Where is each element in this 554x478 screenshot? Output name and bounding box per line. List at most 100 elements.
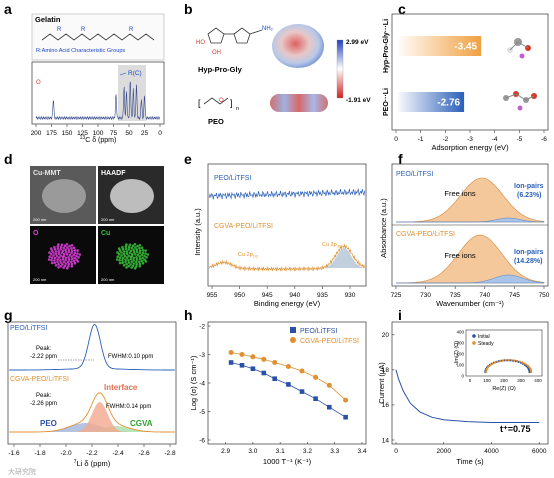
svg-text:O: O (219, 98, 224, 104)
d-map-dot (132, 262, 136, 265)
d-tile-label: Cu (101, 230, 110, 237)
g-x-tick-label: -2.0 (60, 450, 72, 457)
d-map-dot (57, 250, 61, 253)
d-map-dot (59, 261, 63, 264)
panel-h-yticks: -2 -3 -4 -5 -6 (199, 323, 211, 444)
d-map-dot (49, 247, 53, 250)
d-map-dot (118, 261, 122, 265)
d-map-dot (75, 254, 78, 258)
d-map-dot (128, 251, 132, 255)
a-x-tick-label: 0 (158, 130, 162, 137)
d-map-dot (64, 262, 68, 265)
i-inset-point (486, 366, 489, 369)
r-group-3: R (129, 27, 134, 33)
e-x-tick-label: 930 (345, 292, 356, 299)
g-peak2-value: -2.26 ppm (30, 401, 57, 407)
c-bar-value: -3.45 (454, 42, 477, 53)
d-map-dot (49, 253, 53, 256)
r-group-2: R (81, 27, 86, 33)
peo-n: n (236, 106, 239, 112)
esp-surface-peo (270, 94, 328, 112)
esp-max: 2.99 eV (346, 39, 369, 46)
panel-i-ylabel: Current (μA) (377, 362, 386, 404)
a-x-tick-label: 25 (141, 130, 149, 137)
d-map-dot (53, 248, 57, 251)
d-map-dot (141, 249, 145, 252)
d-map-dot (125, 266, 128, 269)
d-map-dot (125, 252, 129, 255)
d-map-dot (131, 264, 135, 268)
i-inset-x-tick-label: 100 (483, 378, 491, 383)
c-bar (396, 36, 482, 56)
i-x-tick-label: 0 (394, 448, 398, 455)
i-inset-point (518, 360, 522, 363)
panel-f-letter: f (398, 151, 403, 167)
panel-f: f Absorbance (a.u.) PEO/LiTFSI CGVA-PEO/… (379, 151, 550, 308)
panel-a-xticks: 200 175 150 125 100 75 50 25 0 (31, 124, 162, 137)
panel-e-axes (207, 163, 367, 287)
d-map-dot (135, 258, 139, 261)
d-map-dot (129, 263, 132, 266)
d-map-dot (57, 263, 60, 266)
c-x-tick-label: -3 (467, 136, 473, 143)
d-tile-scale: 200 nm (33, 277, 47, 282)
hyp-ring (207, 27, 225, 44)
d-map-dot (48, 255, 51, 258)
d-map-dot (123, 254, 127, 258)
h-x-tick-label: 3.2 (303, 448, 312, 455)
c-bar-category: PEO···Li (383, 88, 390, 116)
d-map-dot (66, 246, 69, 249)
i-inset-point (529, 369, 533, 372)
i-inset-point (499, 359, 502, 363)
h-y-tick-label: -4 (199, 380, 205, 387)
d-map-dot (130, 252, 134, 256)
h-y-tick-label: -5 (199, 409, 205, 416)
panel-c-xlabel: Adsorption energy (eV) (431, 143, 509, 152)
i-inset-x-tick-label: 400 (534, 378, 542, 383)
d-map-dot (124, 245, 128, 248)
d-map-dot (76, 260, 80, 263)
i-inset-legend-steady: Steady (478, 341, 494, 347)
c-x-tick-label: -1 (418, 136, 424, 143)
i-inset-y-tick-label: 400 (456, 330, 464, 335)
d-map-dot (143, 258, 146, 261)
h-point (261, 370, 267, 376)
e-peak2-label: Cu 2p3/2 (322, 242, 343, 249)
panel-e-xlabel: Binding energy (eV) (254, 299, 321, 308)
h-y-tick-label: -6 (199, 437, 205, 444)
d-map-dot (59, 254, 62, 257)
panel-i-xlabel: Time (s) (456, 457, 484, 466)
h-point (272, 376, 277, 381)
panel-b: b NH₂ HO OH Hyp-Pro-Gly [ O ] n PEO (184, 1, 371, 126)
d-map-dot (131, 244, 135, 248)
c-molecule-hyp (507, 38, 531, 59)
h-legend-cgva: CGVA-PEO/LiTFSI (300, 338, 359, 345)
h-point (343, 397, 349, 403)
a-x-tick-label: 125 (77, 130, 88, 137)
c-molecule-peo (503, 91, 537, 111)
d-map-dot (75, 258, 78, 261)
d-map-dot (144, 249, 147, 252)
a-x-tick-label: 75 (110, 130, 118, 137)
c-bar-value: -2.76 (437, 98, 460, 109)
a-x-tick-label: 50 (125, 130, 133, 137)
d-map-dot (73, 256, 76, 260)
d-map-dot (62, 260, 66, 264)
d-map-dot (77, 255, 80, 259)
d-map-dot (61, 255, 65, 259)
d-map-dot (132, 250, 136, 254)
d-map-dot (126, 256, 129, 259)
panel-d-tiles: Cu-MMT 200 nm HAADF 200 nm O 200 nm Cu 200 nm (30, 166, 164, 284)
g-trace1-label: PEO/LiTFSI (10, 325, 47, 332)
e-x-tick-label: 940 (289, 292, 300, 299)
f-ip-label-1: Ion-pairs (514, 183, 544, 190)
d-map-dot (54, 264, 58, 267)
d-map-dot (60, 243, 64, 247)
panel-i-yticks: 20 18 16 14 (382, 332, 395, 444)
esp-colorbar (336, 39, 344, 99)
h-point (313, 374, 319, 380)
h-legend-marker-cgva (290, 337, 296, 343)
d-map-dot (127, 248, 131, 251)
d-map-dot (50, 258, 53, 262)
d-map-dot (63, 264, 67, 268)
